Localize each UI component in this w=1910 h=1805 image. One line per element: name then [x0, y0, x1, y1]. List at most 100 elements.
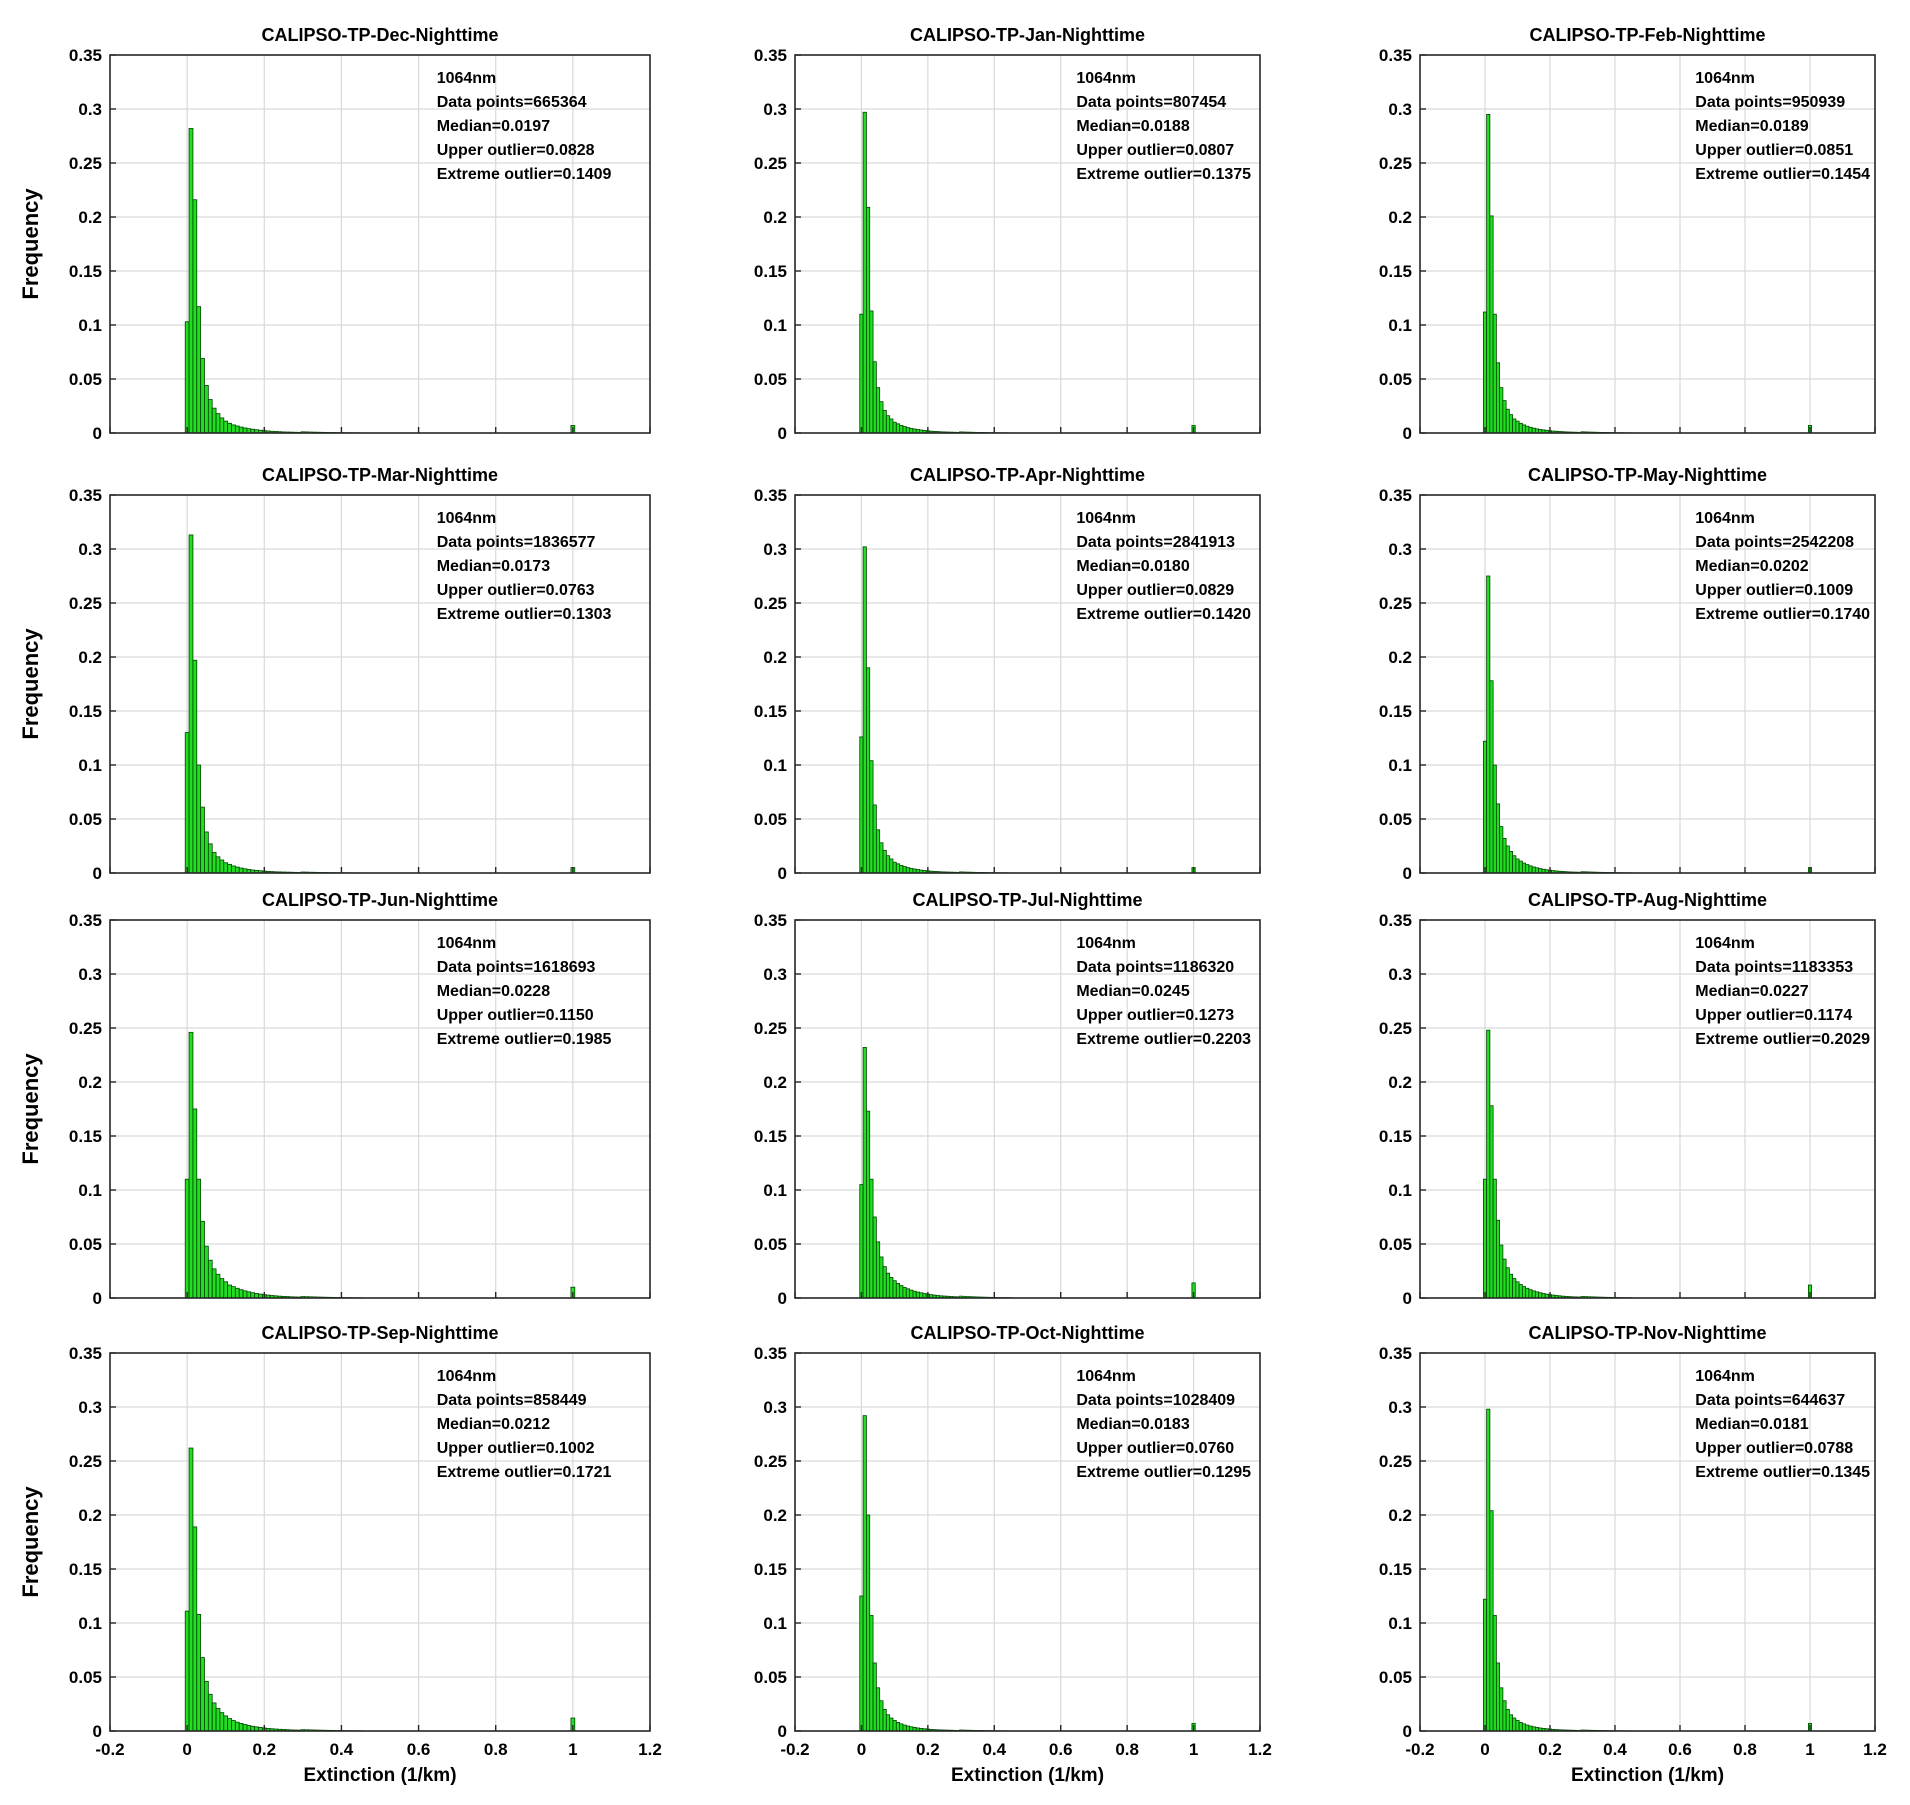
histogram-bar — [1487, 114, 1490, 433]
histogram-bar — [205, 1681, 209, 1731]
y-tick-label: 0.05 — [754, 810, 787, 829]
y-tick-label: 0 — [1403, 864, 1412, 883]
y-tick-label: 0.3 — [1388, 540, 1412, 559]
annotation-text: Data points=2841913 — [1076, 534, 1235, 551]
histogram-bar — [1513, 419, 1516, 433]
histogram-bar — [866, 207, 869, 433]
histogram-bar — [201, 1221, 205, 1298]
histogram-bar — [1532, 1291, 1535, 1298]
histogram-bar — [876, 1688, 879, 1731]
x-tick-label: 0.6 — [1049, 1740, 1073, 1759]
x-tick-label: 1 — [1189, 1740, 1198, 1759]
x-tick-label: 1 — [1805, 1740, 1814, 1759]
histogram-bar — [239, 427, 243, 433]
annotation-text: 1064nm — [1695, 1368, 1755, 1385]
histogram-bar — [239, 1723, 243, 1731]
annotation-text: Extreme outlier=0.2203 — [1076, 1031, 1251, 1048]
histogram-bar — [1516, 1720, 1519, 1731]
y-axis-label: Frequency — [18, 1053, 43, 1165]
panel-7: 00.050.10.150.20.250.30.35CALIPSO-TP-Jun… — [18, 890, 650, 1308]
histogram-bar — [876, 1242, 879, 1298]
histogram-bar — [870, 311, 873, 433]
histogram-bar — [903, 1725, 906, 1731]
histogram-bar — [228, 423, 232, 433]
histogram-bar — [860, 1596, 863, 1731]
histogram-bar — [208, 400, 212, 433]
histogram-bar — [220, 418, 224, 433]
y-tick-label: 0.1 — [1388, 1614, 1412, 1633]
panel-3: 00.050.10.150.20.250.30.35CALIPSO-TP-Feb… — [1379, 25, 1875, 443]
histogram-bar — [205, 832, 209, 873]
y-tick-label: 0.25 — [754, 1452, 787, 1471]
histogram-bar — [1487, 576, 1490, 873]
chart-title: CALIPSO-TP-Jan-Nighttime — [910, 25, 1145, 45]
x-tick-label: 0.2 — [1538, 1740, 1562, 1759]
y-tick-label: 0.05 — [1379, 370, 1412, 389]
y-tick-label: 0.35 — [754, 46, 787, 65]
histogram-bar — [1522, 1724, 1525, 1731]
histogram-bar — [1503, 401, 1506, 433]
histogram-bar — [1526, 865, 1529, 873]
y-tick-label: 0.1 — [78, 1181, 102, 1200]
annotation-text: Extreme outlier=0.1375 — [1076, 166, 1251, 183]
y-tick-label: 0.3 — [763, 1398, 787, 1417]
histogram-bar — [870, 1179, 873, 1298]
y-tick-label: 0 — [93, 424, 102, 443]
histogram-bar — [1496, 1220, 1499, 1298]
histogram-bar — [873, 1663, 876, 1731]
histogram-bar — [235, 867, 239, 873]
histogram-bar — [866, 1111, 869, 1298]
histogram-bar — [208, 1694, 212, 1731]
y-tick-label: 0.3 — [763, 100, 787, 119]
y-tick-label: 0 — [93, 1289, 102, 1308]
histogram-bar — [212, 1269, 216, 1298]
histogram-bar — [220, 1713, 224, 1731]
histogram-bar — [216, 1274, 220, 1298]
annotation-text: Extreme outlier=0.1420 — [1076, 606, 1251, 623]
histogram-bar — [189, 1448, 193, 1731]
histogram-bar — [866, 668, 869, 873]
histogram-bar — [185, 1611, 189, 1731]
histogram-bar — [1496, 804, 1499, 873]
histogram-bar — [193, 660, 197, 873]
histogram-bar — [220, 860, 224, 873]
annotation-text: Extreme outlier=0.1721 — [437, 1464, 612, 1481]
y-tick-label: 0.15 — [1379, 1127, 1412, 1146]
chart-title: CALIPSO-TP-Apr-Nighttime — [910, 465, 1145, 485]
histogram-bar — [1526, 426, 1529, 433]
histogram-bar — [189, 535, 193, 873]
y-tick-label: 0.25 — [69, 1019, 102, 1038]
y-tick-label: 0.35 — [69, 1344, 102, 1363]
x-tick-label: 0.4 — [330, 1740, 354, 1759]
histogram-bar — [216, 857, 220, 873]
annotation-text: Upper outlier=0.0763 — [437, 582, 595, 599]
y-tick-label: 0.15 — [1379, 1560, 1412, 1579]
histogram-bar — [873, 805, 876, 873]
x-tick-label: 0.6 — [407, 1740, 431, 1759]
histogram-bar — [880, 1257, 883, 1298]
x-axis-label: Extinction (1/km) — [303, 1765, 456, 1786]
y-tick-label: 0 — [1403, 1289, 1412, 1308]
histogram-bar — [1483, 1599, 1486, 1731]
histogram-bar — [1516, 859, 1519, 873]
chart-title: CALIPSO-TP-May-Nighttime — [1528, 465, 1767, 485]
annotation-text: Median=0.0189 — [1695, 118, 1809, 135]
y-tick-label: 0.1 — [1388, 316, 1412, 335]
annotation-text: Extreme outlier=0.2029 — [1695, 1031, 1870, 1048]
histogram-bar — [247, 1725, 251, 1731]
histogram-bar — [197, 1179, 201, 1298]
annotation-text: Data points=807454 — [1076, 94, 1226, 111]
histogram-bar — [886, 1715, 889, 1731]
x-tick-label: -0.2 — [1405, 1740, 1434, 1759]
histogram-bar — [1506, 846, 1509, 873]
x-tick-label: -0.2 — [780, 1740, 809, 1759]
annotation-text: Median=0.0227 — [1695, 983, 1809, 1000]
y-tick-label: 0.35 — [1379, 46, 1412, 65]
x-tick-label: 1.2 — [1863, 1740, 1887, 1759]
y-tick-label: 0.3 — [78, 100, 102, 119]
histogram-bar — [224, 863, 228, 873]
y-tick-label: 0.05 — [69, 1235, 102, 1254]
chart-title: CALIPSO-TP-Nov-Nighttime — [1529, 1323, 1767, 1343]
histogram-bar — [1522, 863, 1525, 873]
histogram-bar — [906, 868, 909, 873]
